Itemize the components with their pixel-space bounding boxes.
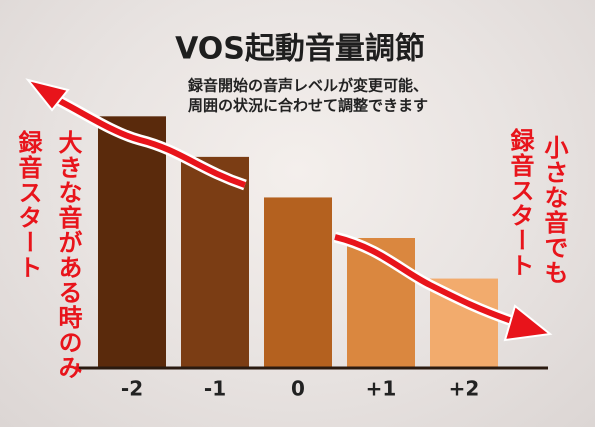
x-tick-label: -1 bbox=[204, 377, 226, 401]
x-tick-label: +2 bbox=[449, 377, 480, 401]
annotation-left: 録音スタート bbox=[14, 130, 42, 280]
arrow-left bbox=[40, 89, 246, 188]
arrow-head bbox=[503, 304, 553, 342]
subtitle: 周囲の状況に合わせて調整できます bbox=[188, 97, 428, 115]
bars bbox=[98, 116, 498, 368]
chart-title: VOS起動音量調節 bbox=[175, 32, 425, 67]
arrow-head bbox=[25, 78, 70, 112]
annotation-right: 録音スタート bbox=[506, 128, 534, 278]
annotation-left: 大きな音がある時のみ bbox=[54, 130, 82, 380]
arrow-right bbox=[334, 234, 516, 325]
bar bbox=[264, 197, 332, 368]
bar bbox=[181, 156, 249, 368]
x-tick-label: +1 bbox=[366, 377, 397, 401]
subtitle: 録音開始の音声レベルが変更可能、 bbox=[188, 77, 428, 95]
x-tick-label: 0 bbox=[291, 377, 305, 401]
annotation-right: 小さな音でも bbox=[540, 135, 568, 285]
x-tick-label: -2 bbox=[121, 377, 143, 401]
bar bbox=[98, 116, 166, 368]
